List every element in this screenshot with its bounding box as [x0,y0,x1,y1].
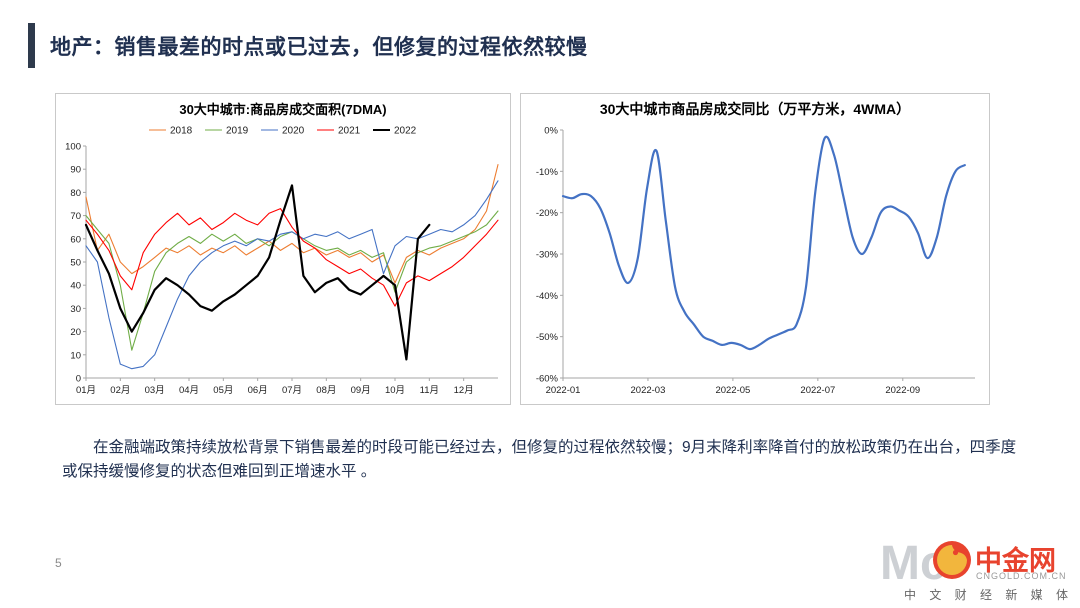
svg-text:60: 60 [70,234,81,245]
title-accent-bar [28,23,35,68]
page-number: 5 [55,556,62,570]
svg-text:2022-07: 2022-07 [800,385,835,396]
svg-text:2020: 2020 [282,126,305,137]
svg-text:30大中城市商品房成交同比（万平方米，4WMA）: 30大中城市商品房成交同比（万平方米，4WMA） [600,101,910,117]
svg-text:2021: 2021 [338,126,361,137]
brand-name: 中金网 [975,546,1056,576]
svg-text:07月: 07月 [282,385,302,396]
svg-text:40: 40 [70,281,81,292]
svg-text:2022-01: 2022-01 [546,385,581,396]
svg-text:100: 100 [65,142,81,153]
svg-text:2022-09: 2022-09 [885,385,920,396]
svg-text:-20%: -20% [536,208,559,219]
chart-sales-yoy-4wma: 30大中城市商品房成交同比（万平方米，4WMA） 0% -10% -20% -30% -4… [536,101,975,396]
svg-text:10月: 10月 [385,385,405,396]
cngold-logo-icon [933,541,971,579]
chart-sales-area-7dma: 30大中城市:商品房成交面积(7DMA) 2018 2019 2020 2021 2022… [65,102,499,396]
svg-text:80: 80 [70,188,81,199]
svg-text:10: 10 [70,350,81,361]
chart-panel-sales-area: 30大中城市:商品房成交面积(7DMA) 2018 2019 2020 2021 2022… [55,93,511,405]
svg-text:70: 70 [70,211,81,222]
svg-text:12月: 12月 [454,385,474,396]
svg-text:-50%: -50% [536,332,559,343]
brand-domain: CNGOLD.COM.CN [976,571,1067,581]
slide-title: 地产：销售最差的时点或已过去，但修复的过程依然较慢 [50,36,588,59]
svg-text:2022-03: 2022-03 [631,385,666,396]
brand-tagline: 中 文 财 经 新 媒 体 [904,588,1074,602]
svg-text:-40%: -40% [536,291,559,302]
svg-text:30大中城市:商品房成交面积(7DMA): 30大中城市:商品房成交面积(7DMA) [179,102,386,117]
svg-text:04月: 04月 [179,385,199,396]
svg-text:05月: 05月 [213,385,233,396]
footer-brand-block: Mc 中金网 CNGOLD.COM.CN 中 文 财 经 新 媒 体 [860,534,1075,604]
svg-text:08月: 08月 [316,385,336,396]
svg-text:2022: 2022 [394,126,417,137]
svg-text:2019: 2019 [226,126,249,137]
svg-text:02月: 02月 [110,385,130,396]
svg-text:06月: 06月 [248,385,268,396]
svg-text:09月: 09月 [351,385,371,396]
svg-text:90: 90 [70,165,81,176]
svg-text:-30%: -30% [536,250,559,261]
svg-text:0%: 0% [544,126,558,137]
svg-text:20: 20 [70,327,81,338]
commentary-text: 在金融端政策持续放松背景下销售最差的时段可能已经过去，但修复的过程依然较慢；9月… [62,439,1017,481]
chart-panel-sales-yoy: 30大中城市商品房成交同比（万平方米，4WMA） 0% -10% -20% -30% -4… [520,93,990,405]
svg-text:2022-05: 2022-05 [715,385,750,396]
svg-text:2018: 2018 [170,126,193,137]
svg-text:30: 30 [70,304,81,315]
svg-text:11月: 11月 [420,385,439,396]
svg-text:-10%: -10% [536,167,559,178]
svg-text:50: 50 [70,258,81,269]
svg-text:-60%: -60% [536,374,559,385]
svg-text:03月: 03月 [145,385,165,396]
svg-text:0: 0 [76,374,81,385]
svg-text:01月: 01月 [76,385,96,396]
